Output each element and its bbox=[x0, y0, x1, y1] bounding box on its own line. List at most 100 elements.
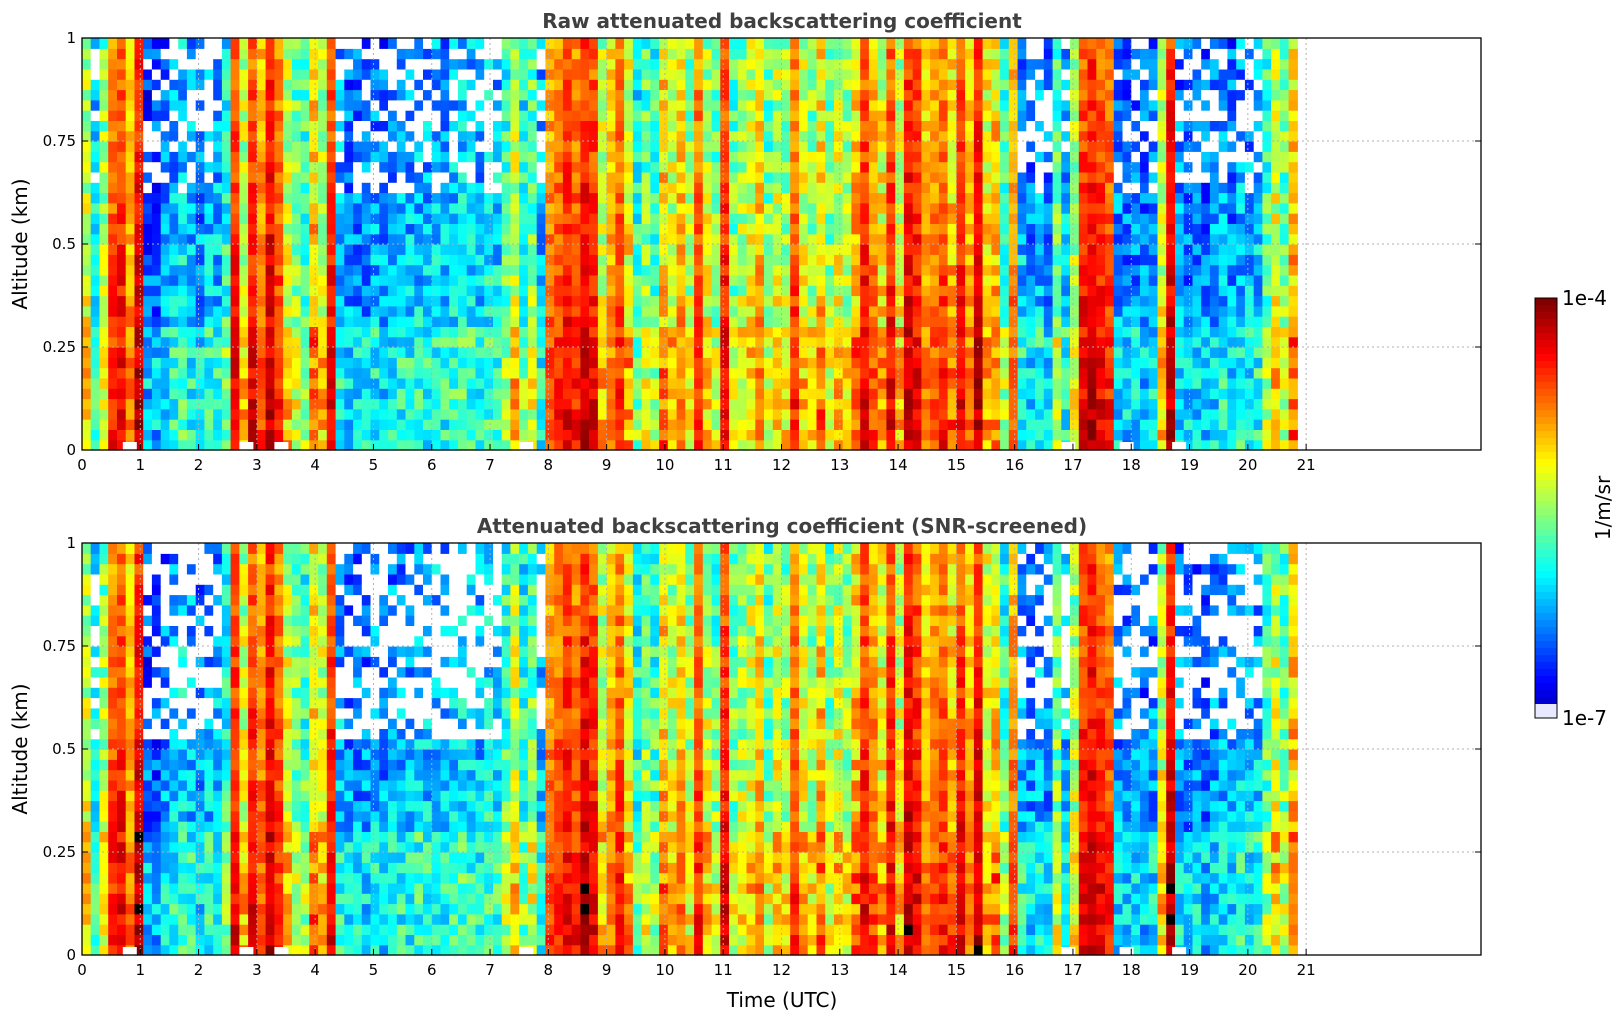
heatmap-cell bbox=[117, 439, 127, 451]
heatmap-cell bbox=[510, 99, 520, 111]
heatmap-cell bbox=[799, 429, 809, 441]
heatmap-cell bbox=[956, 357, 966, 369]
heatmap-cell bbox=[615, 151, 625, 163]
heatmap-cell bbox=[1078, 347, 1089, 358]
heatmap-cell bbox=[903, 151, 914, 163]
heatmap-cell bbox=[615, 264, 625, 276]
heatmap-cell bbox=[221, 347, 232, 358]
heatmap-cell bbox=[501, 388, 511, 400]
heatmap-cell bbox=[239, 202, 249, 214]
heatmap-cell bbox=[632, 316, 643, 327]
heatmap-cell bbox=[344, 285, 354, 297]
heatmap-cell bbox=[186, 223, 197, 235]
heatmap-cell bbox=[772, 110, 783, 121]
heatmap-cell bbox=[1008, 233, 1019, 245]
heatmap-cell bbox=[641, 408, 651, 420]
heatmap-cell bbox=[1000, 120, 1010, 132]
heatmap-cell bbox=[606, 48, 616, 60]
heatmap-cell bbox=[886, 48, 896, 60]
heatmap-cell bbox=[1105, 326, 1115, 338]
heatmap-cell bbox=[991, 171, 1001, 183]
heatmap-cell bbox=[711, 274, 721, 286]
heatmap-cell bbox=[589, 38, 599, 49]
heatmap-cell bbox=[1140, 161, 1150, 173]
heatmap-cell bbox=[930, 254, 940, 266]
heatmap-cell bbox=[1008, 223, 1019, 235]
heatmap-cell bbox=[519, 192, 529, 204]
heatmap-cell bbox=[414, 336, 424, 348]
heatmap-cell bbox=[519, 429, 529, 441]
heatmap-cell bbox=[484, 429, 494, 441]
heatmap-cell bbox=[659, 336, 669, 348]
heatmap-cell bbox=[868, 408, 879, 420]
heatmap-cell bbox=[1131, 141, 1141, 152]
heatmap-cell bbox=[1096, 233, 1106, 245]
heatmap-cell bbox=[221, 171, 232, 183]
heatmap-cell bbox=[423, 377, 433, 389]
heatmap-cell bbox=[484, 408, 494, 420]
heatmap-cell bbox=[851, 151, 861, 163]
heatmap-cell bbox=[318, 285, 328, 297]
heatmap-cell bbox=[143, 419, 153, 430]
heatmap-cell bbox=[947, 244, 957, 255]
heatmap-cell bbox=[938, 439, 949, 451]
heatmap-cell bbox=[702, 336, 713, 348]
heatmap-cell bbox=[274, 48, 284, 60]
heatmap-cell bbox=[702, 254, 713, 266]
heatmap-cell bbox=[947, 367, 957, 379]
heatmap-cell bbox=[178, 429, 188, 441]
heatmap-cell bbox=[213, 316, 223, 327]
heatmap-cell bbox=[265, 89, 275, 101]
heatmap-cell bbox=[195, 419, 205, 430]
heatmap-cell bbox=[947, 213, 957, 224]
heatmap-cell bbox=[143, 244, 153, 255]
heatmap-cell bbox=[108, 68, 118, 80]
heatmap-cell bbox=[1043, 347, 1054, 358]
heatmap-cell bbox=[405, 130, 415, 142]
heatmap-cell bbox=[458, 110, 468, 121]
heatmap-cell bbox=[973, 305, 984, 317]
heatmap-cell bbox=[1052, 48, 1062, 60]
heatmap-cell bbox=[361, 202, 372, 214]
heatmap-cell bbox=[169, 377, 179, 389]
heatmap-cell bbox=[160, 388, 170, 400]
heatmap-cell bbox=[1166, 326, 1176, 338]
heatmap-cell bbox=[221, 274, 232, 286]
heatmap-cell bbox=[204, 110, 214, 121]
heatmap-cell bbox=[1131, 305, 1141, 317]
heatmap-cell bbox=[825, 274, 835, 286]
heatmap-cell bbox=[554, 38, 564, 49]
heatmap-cell bbox=[117, 429, 127, 441]
heatmap-cell bbox=[1035, 254, 1045, 266]
heatmap-cell bbox=[781, 223, 791, 235]
heatmap-cell bbox=[886, 79, 896, 91]
heatmap-cell bbox=[134, 68, 144, 80]
heatmap-cell bbox=[230, 357, 240, 369]
heatmap-cell bbox=[720, 439, 730, 451]
heatmap-cell bbox=[204, 336, 214, 348]
heatmap-cell bbox=[860, 305, 870, 317]
heatmap-cell bbox=[799, 285, 809, 297]
heatmap-cell bbox=[431, 305, 442, 317]
heatmap-cell bbox=[151, 202, 162, 214]
heatmap-cell bbox=[947, 141, 957, 152]
heatmap-cell bbox=[641, 305, 651, 317]
heatmap-cell bbox=[204, 274, 214, 286]
heatmap-cell bbox=[108, 233, 118, 245]
heatmap-cell bbox=[186, 336, 197, 348]
heatmap-cell bbox=[90, 48, 100, 60]
heatmap-cell bbox=[195, 347, 205, 358]
heatmap-cell bbox=[82, 151, 92, 163]
heatmap-cell bbox=[134, 130, 144, 142]
heatmap-cell bbox=[195, 244, 205, 255]
heatmap-cell bbox=[1026, 192, 1036, 204]
heatmap-cell bbox=[344, 429, 354, 441]
heatmap-cell bbox=[982, 38, 992, 49]
heatmap-cell bbox=[1157, 110, 1167, 121]
heatmap-cell bbox=[99, 202, 109, 214]
heatmap-cell bbox=[1078, 38, 1089, 49]
heatmap-cell bbox=[1113, 223, 1124, 235]
heatmap-cell bbox=[868, 357, 879, 369]
heatmap-cell bbox=[545, 439, 555, 451]
heatmap-cell bbox=[860, 89, 870, 101]
